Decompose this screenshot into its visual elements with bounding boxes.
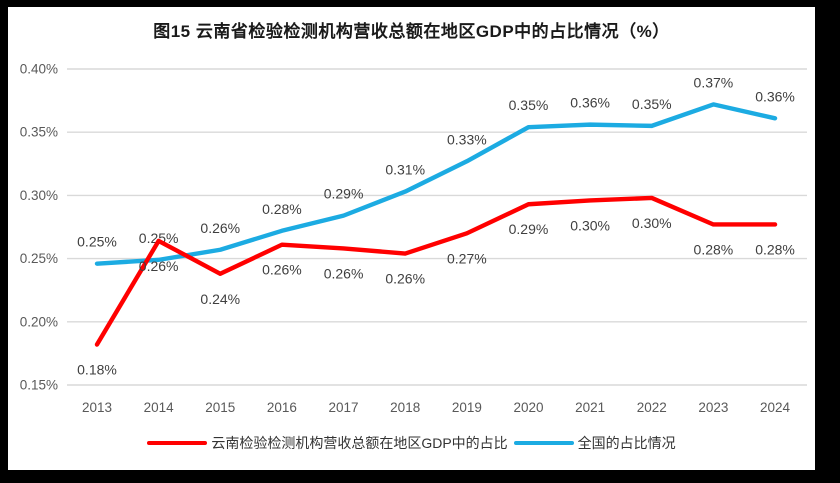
legend-item-yunnan: 云南检验检测机构营收总额在地区GDP中的占比 [147, 433, 508, 453]
legend-line-blue-icon [513, 441, 574, 445]
data-label: 0.29% [509, 221, 549, 237]
data-label: 0.26% [139, 258, 179, 274]
x-axis-tick-label: 2017 [329, 400, 359, 415]
series-line-national [94, 102, 778, 266]
data-label: 0.29% [324, 186, 364, 202]
x-axis-tick-label: 2024 [760, 400, 791, 415]
data-label: 0.37% [694, 74, 734, 90]
legend-item-national: 全国的占比情况 [513, 433, 676, 453]
chart-title: 图15 云南省检验检测机构营收总额在地区GDP中的占比情况（%） [153, 22, 670, 41]
data-label: 0.25% [139, 230, 179, 246]
legend-label-national: 全国的占比情况 [577, 435, 676, 451]
series-line-yunnan [94, 195, 778, 347]
legend-line-red-icon [147, 441, 208, 445]
x-axis-tick-label: 2020 [513, 400, 543, 415]
data-label: 0.35% [509, 97, 549, 113]
data-label: 0.36% [570, 95, 610, 111]
x-axis-tick-label: 2018 [390, 400, 420, 415]
x-axis-tick-label: 2016 [267, 400, 297, 415]
chart-legend: 云南检验检测机构营收总额在地区GDP中的占比 全国的占比情况 [8, 433, 815, 453]
data-label: 0.26% [324, 265, 364, 281]
x-axis-tick-label: 2019 [452, 400, 482, 415]
data-label: 0.36% [755, 88, 795, 104]
data-label: 0.26% [385, 271, 425, 287]
x-axis-tick-label: 2013 [82, 400, 112, 415]
y-axis-tick-label: 0.30% [20, 188, 58, 203]
y-axis-tick-label: 0.35% [20, 125, 58, 140]
x-axis-tick-label: 2021 [575, 400, 605, 415]
y-axis-tick-label: 0.25% [20, 251, 58, 266]
data-label: 0.26% [262, 262, 302, 278]
data-label: 0.27% [447, 250, 487, 266]
data-label: 0.25% [77, 234, 117, 250]
y-axis-tick-label: 0.40% [20, 62, 58, 77]
data-label: 0.31% [385, 162, 425, 178]
data-label: 0.33% [447, 131, 487, 147]
x-axis-tick-label: 2015 [205, 400, 235, 415]
x-axis-tick-label: 2023 [698, 400, 728, 415]
data-label: 0.28% [262, 201, 302, 217]
legend-label-yunnan: 云南检验检测机构营收总额在地区GDP中的占比 [211, 435, 508, 451]
y-axis-tick-label: 0.15% [20, 378, 58, 393]
x-axis-tick-label: 2022 [637, 400, 667, 415]
data-label: 0.30% [570, 217, 610, 233]
data-label: 0.35% [632, 96, 672, 112]
data-label: 0.24% [200, 291, 240, 307]
y-axis-tick-label: 0.20% [20, 314, 58, 329]
data-label: 0.28% [755, 241, 795, 257]
data-label: 0.30% [632, 215, 672, 231]
x-axis-tick-label: 2014 [144, 400, 175, 415]
data-label: 0.18% [77, 362, 117, 378]
data-label: 0.26% [200, 220, 240, 236]
chart-frame [8, 7, 815, 470]
data-label: 0.28% [694, 241, 734, 257]
